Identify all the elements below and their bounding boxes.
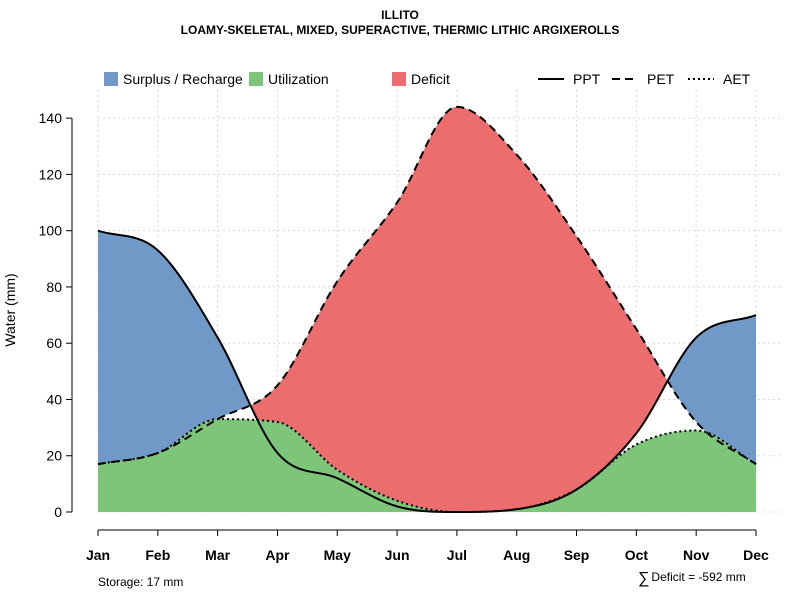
month-label-jun: Jun [385,547,410,563]
legend-label-1: Utilization [268,71,329,87]
legend-label-2: Deficit [411,71,450,87]
month-label-mar: Mar [205,547,230,563]
y-axis-label: Water (mm) [2,273,18,346]
month-label-feb: Feb [145,547,170,563]
chart-title: ILLITO [381,8,419,22]
y-tick-label: 100 [39,223,63,239]
legend-label-0: Surplus / Recharge [123,71,243,87]
y-tick-label: 60 [46,335,62,351]
fill-areas [98,106,756,512]
storage-annotation: Storage: 17 mm [98,575,184,589]
deficit-total-text: Deficit = -592 mm [651,570,746,584]
month-label-dec: Dec [743,547,769,563]
month-label-jan: Jan [86,547,110,563]
deficit-area [98,106,756,512]
y-tick-label: 40 [46,391,62,407]
legend-swatch-1 [249,72,263,86]
legend-label-aet: AET [723,71,751,87]
sum-symbol-icon: ∑ [638,570,650,587]
month-label-nov: Nov [683,547,710,563]
chart-subtitle: LOAMY-SKELETAL, MIXED, SUPERACTIVE, THER… [180,23,620,37]
y-tick-label: 0 [54,504,62,520]
legend-label-pet: PET [647,71,675,87]
legend [104,72,714,86]
month-label-aug: Aug [503,547,530,563]
month-label-oct: Oct [625,547,649,563]
deficit-total-annotation: ∑ Deficit = -592 mm [638,570,746,588]
legend-label-ppt: PPT [573,71,601,87]
axes [66,117,757,536]
y-tick-label: 20 [46,448,62,464]
month-label-sep: Sep [564,547,590,563]
y-tick-label: 140 [39,110,63,126]
series-line-ppt [97,229,757,513]
series-line-pet [97,105,757,466]
month-label-may: May [324,547,351,563]
month-label-apr: Apr [265,547,290,563]
legend-swatch-2 [392,72,406,86]
y-tick-label: 80 [46,279,62,295]
legend-swatch-0 [104,72,118,86]
series-line-aet [97,418,757,513]
y-tick-label: 120 [39,166,63,182]
month-label-jul: Jul [447,547,467,563]
utilization-area [98,419,756,512]
